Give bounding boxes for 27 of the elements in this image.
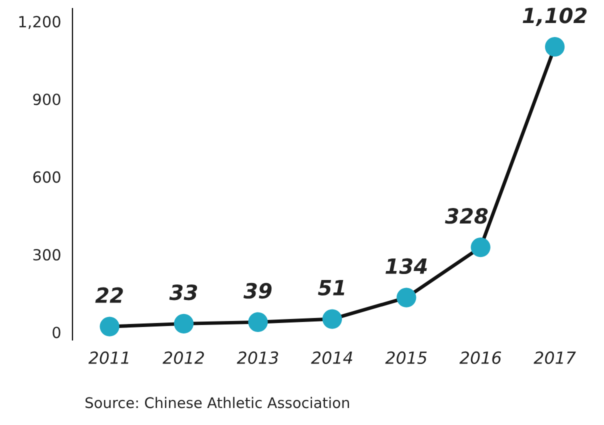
point xyxy=(470,237,490,258)
x-tick-label: 2013 xyxy=(236,351,278,364)
text: 328 xyxy=(444,208,488,224)
x-tick-label: 2016 xyxy=(459,351,502,364)
text: 134 xyxy=(386,258,427,274)
y-tick-label: 600 xyxy=(33,171,60,183)
point xyxy=(174,314,194,334)
y-tick-label: 0 xyxy=(52,326,60,338)
y-tick-label: 1,200 xyxy=(19,16,60,30)
x-tick-label: 2012 xyxy=(162,351,204,364)
point xyxy=(100,316,120,336)
text: 51 xyxy=(318,280,344,296)
text: 22 xyxy=(95,287,123,303)
text: 39 xyxy=(244,282,272,299)
x-tick-label: 2015 xyxy=(385,351,427,364)
x-tick-label: 2014 xyxy=(311,351,352,364)
y-tick-label: 900 xyxy=(33,94,60,106)
text: 1,102 xyxy=(522,8,587,26)
point xyxy=(322,309,342,329)
x-tick-label: 2017 xyxy=(534,351,576,364)
point xyxy=(396,288,416,308)
point xyxy=(544,37,565,57)
y-tick-label: 300 xyxy=(33,249,60,261)
text: 33 xyxy=(169,284,198,300)
source-note: Source: Chinese Athletic Association xyxy=(86,396,350,408)
x-tick-label: 2011 xyxy=(88,351,128,364)
point xyxy=(248,312,268,332)
